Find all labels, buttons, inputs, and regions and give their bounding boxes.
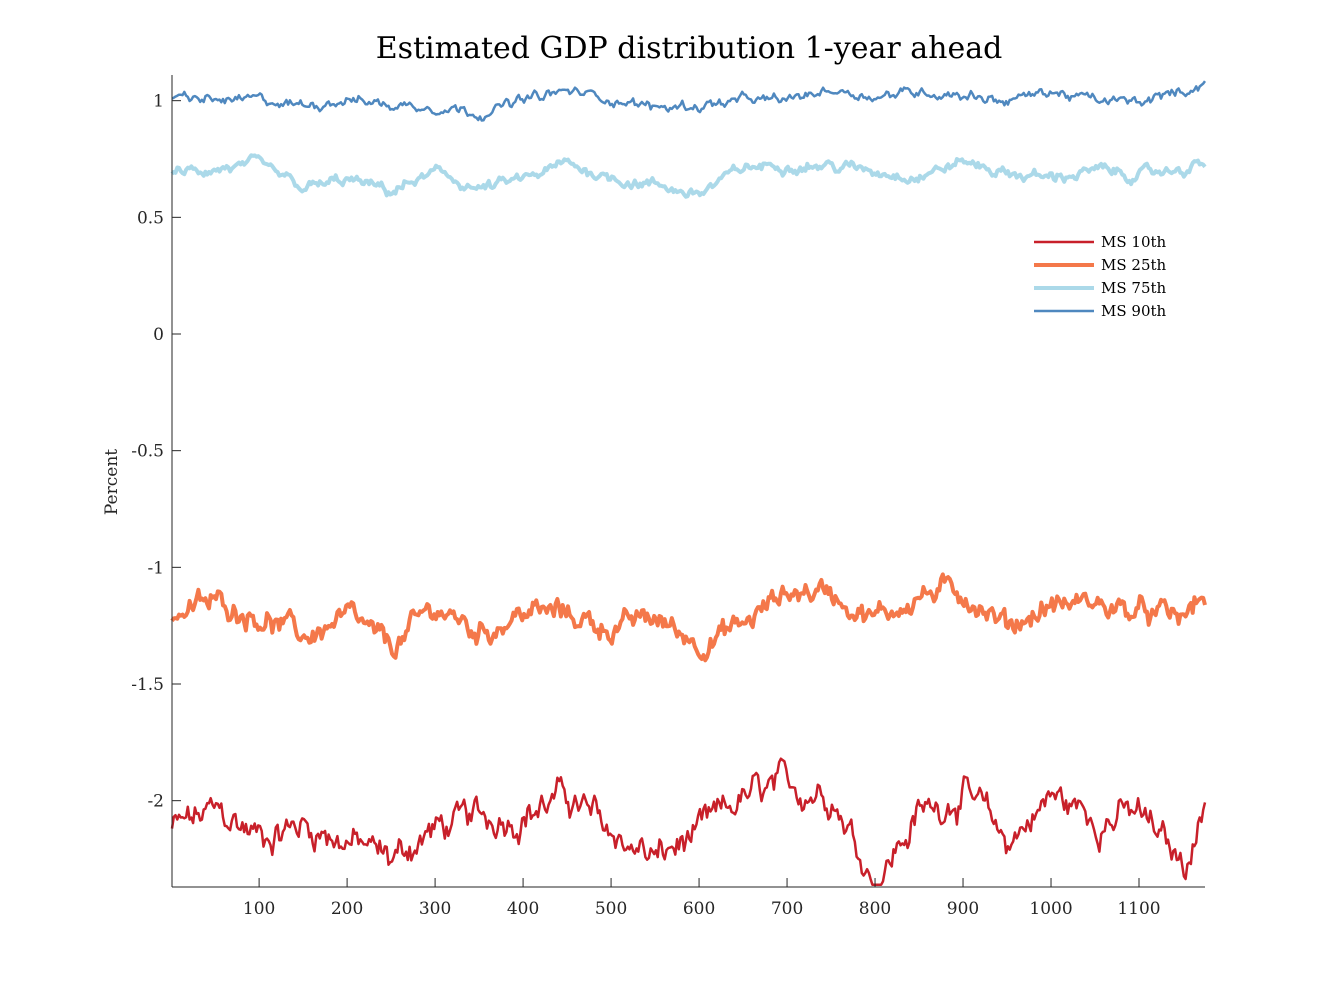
legend-label: MS 90th <box>1101 302 1167 320</box>
y-tick-label: -1.5 <box>131 675 164 695</box>
chart-title: Estimated GDP distribution 1-year ahead <box>376 31 1003 66</box>
x-tick-label: 600 <box>683 899 715 919</box>
x-tick-label: 400 <box>507 899 539 919</box>
x-tick-label: 700 <box>771 899 803 919</box>
x-tick-label: 1000 <box>1029 899 1072 919</box>
legend-label: MS 10th <box>1101 233 1167 251</box>
series-line-ms-25th <box>170 572 1207 663</box>
series-line-ms-10th <box>170 757 1207 886</box>
y-axis-label: Percent <box>102 449 122 515</box>
y-tick-label: -1 <box>147 558 164 578</box>
x-tick-label: 800 <box>859 899 891 919</box>
y-tick-label: 0 <box>153 325 164 345</box>
y-tick-label: -0.5 <box>131 442 164 462</box>
legend-label: MS 75th <box>1101 279 1167 297</box>
series-layer <box>170 80 1207 886</box>
legend: MS 10th MS 25th MS 75th MS 90th <box>1034 233 1167 320</box>
legend-label: MS 25th <box>1101 256 1167 274</box>
series-line-ms-75th <box>170 153 1207 199</box>
y-tick-label: -2 <box>147 792 164 812</box>
y-tick-label: 1 <box>153 92 164 112</box>
x-tick-label: 1100 <box>1117 899 1160 919</box>
x-tick-label: 300 <box>419 899 451 919</box>
axes: 100 200 300 400 500 600 700 800 900 1000 1100 1 0.5 0… <box>131 75 1205 919</box>
x-tick-label: 200 <box>331 899 363 919</box>
y-tick-label: 0.5 <box>137 208 164 228</box>
x-tick-label: 900 <box>947 899 979 919</box>
x-tick-label: 100 <box>243 899 275 919</box>
x-tick-label: 500 <box>595 899 627 919</box>
series-line-ms-90th <box>171 80 1207 122</box>
